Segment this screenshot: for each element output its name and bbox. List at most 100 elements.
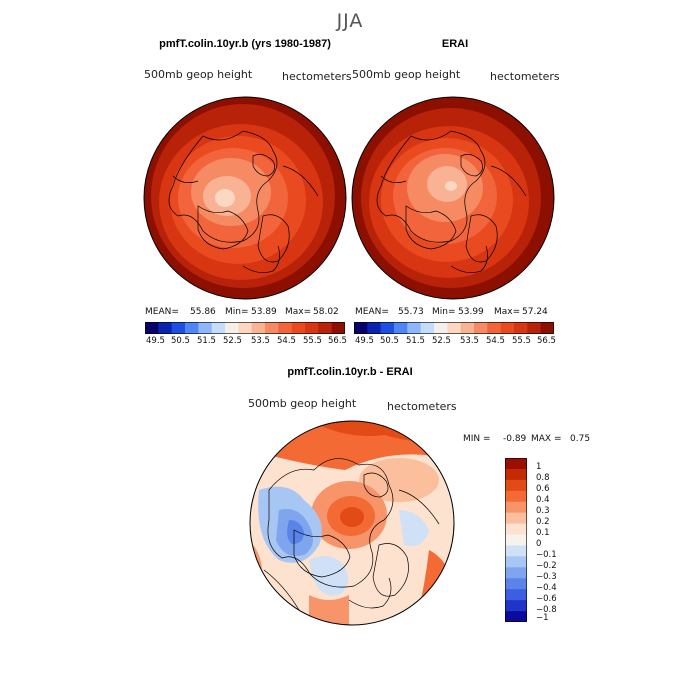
- diff-tick: 0.3: [536, 506, 550, 516]
- diff-tick: 0.4: [536, 495, 550, 505]
- colorbar-swatch: [500, 322, 515, 334]
- colorbar-swatch: [505, 479, 527, 492]
- diff-tick: −0.4: [536, 583, 557, 593]
- colorbar-swatch: [198, 322, 212, 334]
- panel2-tick: 53.5: [460, 336, 479, 346]
- colorbar-swatch: [474, 322, 488, 334]
- panel1-tick: 53.5: [251, 336, 270, 346]
- diff-colorbar-labels: 1 0.8 0.6 0.4 0.3 0.2 0.1 0 −0.1 −0.2 −0…: [536, 458, 576, 623]
- panel2-max-label: Max=: [494, 307, 521, 317]
- colorbar-swatch: [407, 322, 421, 334]
- colorbar-swatch: [505, 512, 527, 524]
- colorbar-swatch: [171, 322, 186, 334]
- colorbar-swatch: [305, 322, 319, 334]
- colorbar-swatch: [434, 322, 448, 334]
- colorbar-swatch: [354, 322, 368, 334]
- colorbar-swatch: [238, 322, 252, 334]
- colorbar-swatch: [505, 567, 527, 579]
- colorbar-swatch: [145, 322, 159, 334]
- colorbar-border: [145, 322, 345, 334]
- colorbar-swatch: [505, 600, 527, 612]
- panel2-title: ERAI: [441, 38, 469, 50]
- colorbar-swatch: [380, 322, 395, 334]
- colorbar-swatch: [447, 322, 461, 334]
- diff-max-label: MAX =: [531, 434, 562, 444]
- panel2-variable-label: 500mb geop height: [352, 68, 461, 81]
- colorbar-border: [354, 322, 554, 334]
- colorbar-border: [505, 458, 527, 622]
- panel1-tick: 54.5: [277, 336, 296, 346]
- panel1-tick: 50.5: [171, 336, 190, 346]
- colorbar-swatch: [394, 322, 408, 334]
- panel2-mean-value: 55.73: [398, 307, 424, 317]
- panel1-variable-label: 500mb geop height: [144, 68, 253, 81]
- colorbar-swatch: [505, 589, 527, 601]
- panel2-tick: 54.5: [486, 336, 505, 346]
- panel2-mean-label: MEAN=: [355, 307, 389, 317]
- diff-tick: −1: [536, 613, 549, 623]
- colorbar-swatch: [460, 322, 475, 334]
- colorbar-swatch: [505, 545, 527, 557]
- colorbar-swatch: [505, 523, 527, 535]
- panel1-tick: 49.5: [146, 336, 165, 346]
- panel1-colorbar: [145, 322, 345, 334]
- diff-colorbar: [505, 458, 527, 622]
- panel1-mean-value: 55.86: [190, 307, 216, 317]
- panel2-tick: 55.5: [512, 336, 531, 346]
- colorbar-swatch: [505, 501, 527, 513]
- panel1-min-label: Min=: [225, 307, 249, 317]
- colorbar-swatch: [505, 468, 527, 481]
- colorbar-swatch: [505, 534, 527, 546]
- colorbar-swatch: [291, 322, 306, 334]
- diff-title: pmfT.colin.10yr.b - ERAI: [287, 366, 413, 378]
- panel2-tick: 52.5: [432, 336, 451, 346]
- panel2-min-value: 53.99: [458, 307, 484, 317]
- panel1-max-value: 58.02: [313, 307, 339, 317]
- diff-units-label: hectometers: [387, 400, 457, 413]
- diff-polar-map: [249, 420, 455, 626]
- panel1-title: pmfT.colin.10yr.b (yrs 1980-1987): [159, 38, 331, 50]
- colorbar-swatch: [514, 322, 528, 334]
- panel2-polar-map: [351, 96, 555, 300]
- diff-min-label: MIN =: [463, 434, 491, 444]
- diff-tick: −0.3: [536, 572, 557, 582]
- colorbar-swatch: [331, 322, 345, 334]
- panel2-tick: 50.5: [380, 336, 399, 346]
- diff-tick: −0.6: [536, 594, 557, 604]
- diff-tick: 0.6: [536, 484, 550, 494]
- panel1-polar-map: [143, 96, 347, 300]
- panel1-max-label: Max=: [285, 307, 312, 317]
- colorbar-swatch: [505, 490, 527, 503]
- colorbar-swatch: [505, 611, 527, 622]
- diff-max-value: 0.75: [570, 434, 591, 444]
- colorbar-swatch: [505, 458, 527, 470]
- panel1-tick: 56.5: [328, 336, 347, 346]
- panel1-tick: 52.5: [223, 336, 242, 346]
- colorbar-swatch: [540, 322, 554, 334]
- colorbar-swatch: [251, 322, 266, 334]
- diff-tick: −0.1: [536, 550, 557, 560]
- panel2-units-label: hectometers: [490, 70, 560, 83]
- colorbar-swatch: [225, 322, 239, 334]
- colorbar-swatch: [527, 322, 541, 334]
- diff-tick: −0.2: [536, 561, 557, 571]
- colorbar-swatch: [265, 322, 279, 334]
- diff-tick: 0.2: [536, 517, 550, 527]
- panel1-units-label: hectometers: [282, 70, 352, 83]
- diff-tick: 0: [536, 539, 542, 549]
- panel2-colorbar: [354, 322, 554, 334]
- season-title: JJA: [336, 10, 364, 32]
- panel1-tick: 51.5: [197, 336, 216, 346]
- colorbar-swatch: [505, 556, 527, 568]
- colorbar-swatch: [367, 322, 381, 334]
- panel1-mean-label: MEAN=: [145, 307, 179, 317]
- panel2-tick: 51.5: [406, 336, 425, 346]
- panel2-max-value: 57.24: [522, 307, 548, 317]
- diff-tick: 1: [536, 462, 542, 472]
- panel2-min-label: Min=: [432, 307, 456, 317]
- diff-tick: −0.8: [536, 605, 557, 615]
- diff-min-value: -0.89: [503, 434, 527, 444]
- panel1-tick: 55.5: [303, 336, 322, 346]
- colorbar-swatch: [318, 322, 332, 334]
- colorbar-swatch: [420, 322, 435, 334]
